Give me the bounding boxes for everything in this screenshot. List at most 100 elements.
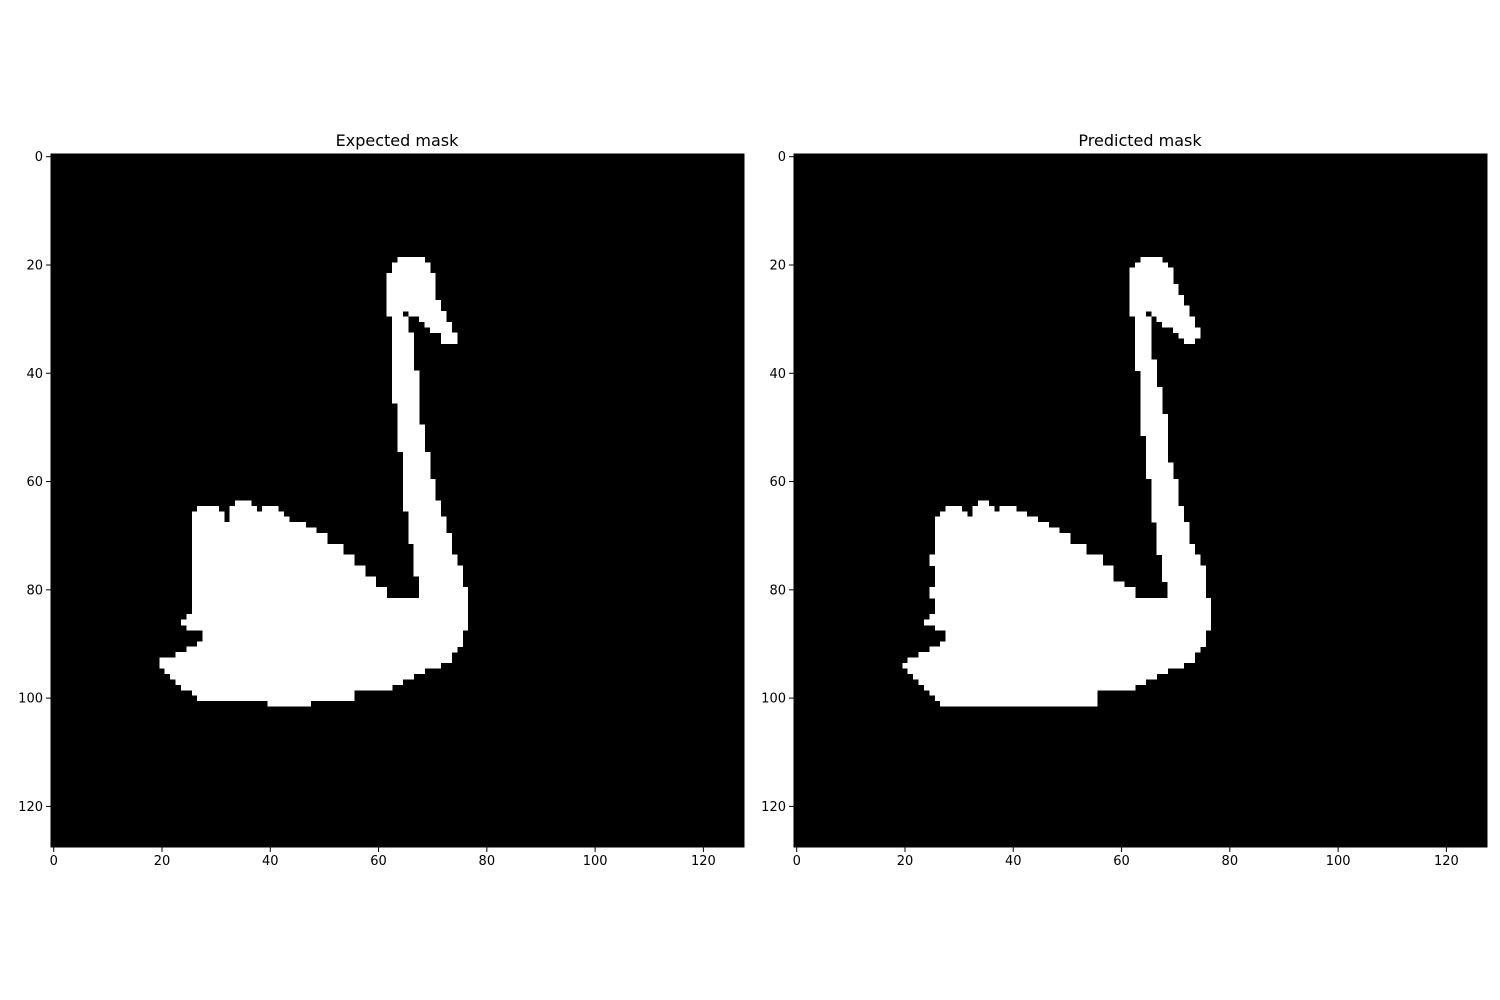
- expected-mask-pixel-run: [402, 495, 436, 501]
- predicted-mask-x-tick-label: 120: [1434, 854, 1459, 869]
- expected-mask-pixel-run: [186, 614, 469, 620]
- predicted-mask-pixel-run: [923, 619, 1212, 626]
- predicted-mask-pixel-run: [1156, 532, 1190, 545]
- predicted-mask-panel: Predicted mask 0 20 40 60 80 100 120 0 20 40 60 80…: [761, 131, 1488, 869]
- predicted-mask-pixel-run: [1135, 321, 1152, 328]
- predicted-mask-pixel-run: [934, 543, 1087, 555]
- expected-mask-pixel-run: [408, 527, 447, 534]
- expected-mask-pixel-run: [191, 576, 377, 588]
- expected-mask-pixel-run: [191, 597, 469, 615]
- expected-mask-pixel-run: [408, 532, 452, 545]
- predicted-mask-pixel-run: [918, 652, 1195, 658]
- predicted-mask-pixel-run: [1145, 435, 1168, 463]
- predicted-mask-y-tick-label: 80: [769, 583, 786, 598]
- predicted-mask-pixel-run: [1151, 311, 1190, 317]
- predicted-mask-y-tick-label: 100: [761, 692, 786, 707]
- expected-mask-pixel-run: [440, 332, 458, 344]
- predicted-mask-y-tick-label: 20: [769, 258, 786, 273]
- expected-mask-pixel-run: [408, 522, 447, 528]
- expected-mask-pixel-run: [419, 587, 469, 599]
- predicted-mask-x-tick-label: 0: [793, 854, 801, 869]
- expected-mask-pixel-run: [386, 311, 404, 317]
- expected-mask-pixel-run: [159, 657, 452, 664]
- expected-mask-pixel-run: [392, 343, 415, 371]
- expected-mask-pixel-run: [419, 316, 447, 323]
- expected-mask-pixel-run: [408, 311, 447, 317]
- predicted-mask-x-tick-label: 60: [1113, 854, 1130, 869]
- expected-mask-x-tick-label: 20: [154, 854, 171, 869]
- predicted-mask-pixel-run: [1129, 294, 1185, 306]
- predicted-mask-pixel-run: [999, 505, 1017, 512]
- expected-mask-pixel-run: [402, 505, 442, 512]
- predicted-mask-pixel-run: [1156, 527, 1190, 534]
- expected-mask-pixel-run: [419, 576, 463, 588]
- predicted-mask-pixel-run: [1167, 581, 1206, 588]
- expected-mask-pixel-run: [397, 424, 425, 453]
- expected-mask-title: Expected mask: [336, 131, 459, 150]
- expected-mask-pixel-run: [402, 478, 436, 496]
- predicted-mask-pixel-run: [934, 597, 1212, 610]
- expected-mask-pixel-run: [262, 505, 279, 512]
- predicted-mask-title: Predicted mask: [1078, 131, 1202, 150]
- predicted-mask-pixel-run: [1135, 343, 1152, 361]
- expected-mask-y-tick-label: 100: [18, 692, 43, 707]
- predicted-mask-pixel-run: [945, 505, 963, 512]
- predicted-mask-y-tick-label: 40: [769, 367, 786, 382]
- predicted-mask-pixel-run: [978, 500, 990, 507]
- predicted-mask-pixel-run: [1162, 554, 1201, 566]
- expected-mask-pixel-run: [267, 700, 312, 707]
- predicted-mask-y-tick-label: 0: [778, 150, 786, 165]
- expected-mask-pixel-run: [197, 505, 220, 512]
- expected-mask-pixel-run: [175, 652, 452, 658]
- predicted-mask-pixel-run: [934, 695, 1098, 702]
- expected-mask-y-tick-label: 120: [18, 800, 43, 815]
- predicted-mask-pixel-run: [1162, 321, 1195, 328]
- predicted-mask-pixel-run: [1135, 332, 1152, 339]
- expected-mask-y-ticks: 0 20 40 60 80 100 120: [18, 150, 51, 815]
- predicted-mask-pixel-run: [1135, 316, 1152, 323]
- expected-mask-x-tick-label: 40: [262, 854, 279, 869]
- predicted-mask-pixel-run: [940, 511, 968, 518]
- expected-mask-pixel-run: [424, 321, 452, 328]
- expected-mask-pixel-run: [392, 327, 409, 333]
- expected-mask-pixel-run: [262, 511, 285, 518]
- expected-mask-pixel-run: [392, 370, 420, 404]
- predicted-mask-pixel-run: [1162, 565, 1206, 583]
- predicted-mask-pixel-run: [907, 657, 1195, 664]
- predicted-mask-pixel-run: [972, 516, 1038, 523]
- expected-mask-y-tick-label: 60: [26, 475, 43, 490]
- predicted-mask-pixel-run: [929, 646, 1201, 653]
- expected-mask-y-tick-label: 0: [35, 150, 43, 165]
- predicted-mask-axes-frame: [793, 153, 1488, 848]
- expected-mask-pixel-run: [191, 516, 225, 523]
- predicted-mask-pixel-run: [1129, 267, 1174, 285]
- predicted-mask-pixel-run: [972, 505, 995, 512]
- expected-mask-y-tick-label: 40: [26, 367, 43, 382]
- predicted-mask-pixel-run: [1156, 522, 1190, 528]
- predicted-mask-pixel-run: [1172, 327, 1201, 333]
- predicted-mask-x-ticks: 0 20 40 60 80 100 120: [793, 847, 1459, 869]
- predicted-mask-pixels: [902, 256, 1212, 707]
- expected-mask-pixel-run: [197, 695, 355, 702]
- expected-mask-pixel-run: [202, 635, 463, 642]
- expected-mask-pixel-run: [191, 554, 355, 566]
- predicted-mask-y-tick-label: 60: [769, 475, 786, 490]
- predicted-mask-pixel-run: [1145, 462, 1174, 480]
- predicted-mask-y-tick-label: 120: [761, 800, 786, 815]
- predicted-mask-pixel-run: [934, 625, 1212, 631]
- expected-mask-pixel-run: [235, 500, 252, 507]
- expected-mask-x-tick-label: 100: [583, 854, 608, 869]
- predicted-mask-pixel-run: [913, 673, 1158, 680]
- expected-mask-pixels: [159, 256, 469, 707]
- expected-mask-pixel-run: [229, 505, 258, 512]
- predicted-mask-pixel-run: [1129, 283, 1179, 296]
- predicted-mask-pixel-run: [940, 700, 1098, 707]
- expected-mask-pixel-run: [386, 300, 442, 312]
- predicted-mask-x-tick-label: 20: [897, 854, 914, 869]
- predicted-mask-y-ticks: 0 20 40 60 80 100 120: [761, 150, 794, 815]
- predicted-mask-pixel-run: [929, 689, 1098, 696]
- expected-mask-pixel-run: [386, 273, 436, 290]
- expected-mask-pixel-run: [402, 500, 442, 507]
- expected-mask-panel: Expected mask 0 20 40 60 80 100 120 0 20 40 60 80 1…: [18, 131, 745, 869]
